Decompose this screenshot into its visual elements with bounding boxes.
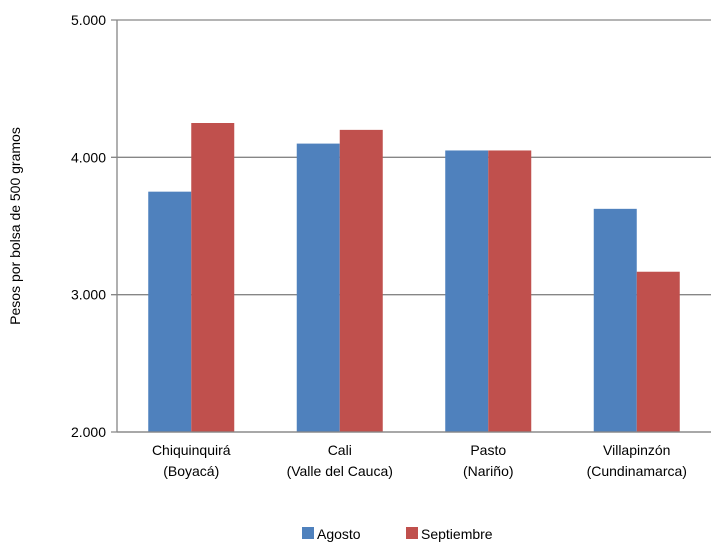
category-label: (Valle del Cauca) — [287, 463, 393, 479]
category-label: Villapinzón — [603, 442, 670, 458]
legend-label: Agosto — [317, 526, 361, 542]
y-tick-label: 5.000 — [71, 12, 106, 28]
legend-label: Septiembre — [421, 526, 493, 542]
bar — [445, 150, 489, 432]
category-label: Chiquinquirá — [152, 442, 231, 458]
bar — [148, 191, 192, 432]
y-axis-title: Pesos por bolsa de 500 gramos — [7, 127, 23, 325]
y-tick-label: 3.000 — [71, 287, 106, 303]
bar — [296, 143, 340, 432]
bar — [339, 129, 383, 432]
axes — [116, 20, 711, 433]
y-tick-labels: 2.000 3.000 4.000 5.000 — [71, 12, 106, 440]
y-tick-label: 2.000 — [71, 424, 106, 440]
legend: Agosto Septiembre — [302, 526, 493, 542]
bars — [148, 123, 680, 432]
bar — [191, 123, 235, 432]
category-labels: Chiquinquirá (Boyacá) Cali (Valle del Cauca… — [152, 442, 687, 479]
legend-swatch — [302, 527, 314, 539]
bar — [488, 150, 532, 432]
category-label: Pasto — [470, 442, 506, 458]
legend-swatch — [406, 527, 418, 539]
y-tick-label: 4.000 — [71, 149, 106, 165]
bar — [636, 271, 680, 432]
category-label: Cali — [328, 442, 352, 458]
bar — [593, 208, 637, 432]
category-label: (Cundinamarca) — [587, 463, 687, 479]
category-label: (Boyacá) — [163, 463, 219, 479]
category-label: (Nariño) — [463, 463, 514, 479]
